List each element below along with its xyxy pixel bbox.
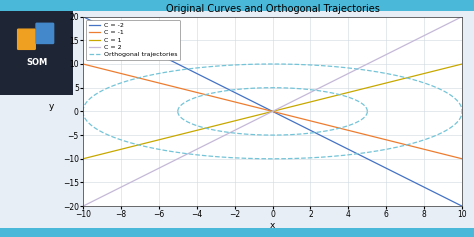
FancyBboxPatch shape [18, 29, 35, 49]
Text: SOM: SOM [26, 58, 47, 67]
Line: C = -1: C = -1 [83, 64, 462, 159]
Orthogonal trajectories [448, 94, 454, 97]
C = -1 [264, 109, 270, 111]
C = -1 [379, 137, 384, 140]
C = -1 [448, 155, 454, 157]
C = 1 [255, 114, 260, 117]
C = -2 [255, 102, 260, 105]
C = -2 [80, 15, 86, 18]
Orthogonal trajectories [379, 71, 384, 74]
Orthogonal trajectories [270, 63, 275, 65]
Legend: C = -2, C = -1, C = 1, C = 2, Orthogonal trajectories: C = -2, C = -1, C = 1, C = 2, Orthogonal… [86, 20, 180, 60]
C = 2 [255, 118, 260, 120]
C = 2 [100, 195, 105, 198]
C = 1 [448, 65, 454, 68]
C = -1 [459, 157, 465, 160]
Orthogonal trajectories [100, 89, 105, 92]
Line: C = 2: C = 2 [83, 17, 462, 206]
Orthogonal trajectories [80, 110, 86, 113]
C = 2 [379, 55, 384, 58]
Orthogonal trajectories [255, 63, 260, 66]
C = -2 [264, 107, 270, 110]
Title: Original Curves and Orthogonal Trajectories: Original Curves and Orthogonal Trajector… [165, 5, 380, 14]
C = 2 [448, 21, 454, 23]
X-axis label: x: x [270, 221, 275, 230]
Orthogonal trajectories [448, 94, 454, 97]
C = 2 [448, 21, 454, 24]
C = -1 [80, 63, 86, 65]
C = -2 [459, 205, 465, 208]
C = -1 [100, 67, 105, 70]
Line: C = -2: C = -2 [83, 17, 462, 206]
Orthogonal trajectories [459, 110, 465, 113]
C = 1 [80, 157, 86, 160]
Y-axis label: y: y [49, 102, 55, 111]
C = -1 [448, 155, 454, 157]
Line: C = 1: C = 1 [83, 64, 462, 159]
C = -2 [448, 199, 454, 202]
C = -2 [100, 25, 105, 28]
C = -1 [255, 106, 260, 109]
C = 2 [80, 205, 86, 208]
FancyBboxPatch shape [36, 23, 54, 43]
C = -2 [448, 199, 454, 202]
Line: Orthogonal trajectories: Orthogonal trajectories [83, 64, 462, 111]
C = 2 [264, 113, 270, 115]
C = 1 [448, 65, 454, 68]
C = -2 [379, 164, 384, 167]
Orthogonal trajectories [264, 63, 270, 65]
C = 1 [379, 83, 384, 86]
C = 1 [264, 111, 270, 114]
C = 2 [459, 15, 465, 18]
C = 1 [100, 153, 105, 155]
C = 1 [459, 63, 465, 65]
